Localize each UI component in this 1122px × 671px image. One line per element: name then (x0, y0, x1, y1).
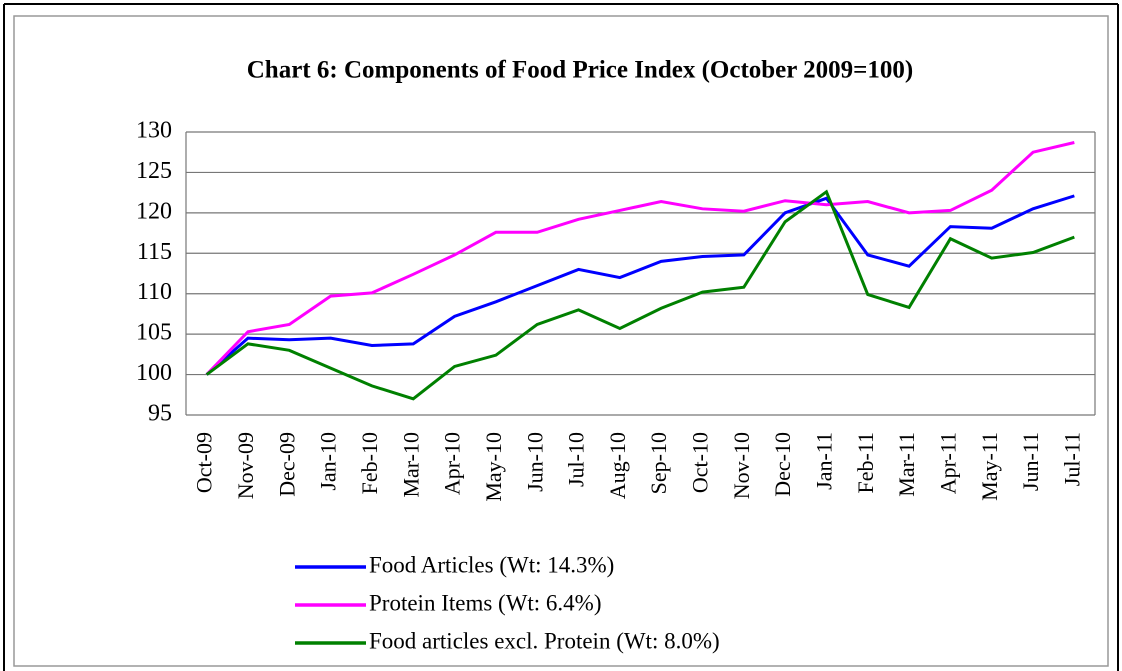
y-tick-label: 110 (137, 279, 172, 305)
x-tick-label: Dec-09 (274, 432, 299, 497)
x-tick-label: Oct-10 (688, 432, 713, 493)
y-tick-label: 115 (137, 239, 172, 265)
x-tick-label: Apr-10 (440, 432, 465, 495)
x-tick-label: Jul-11 (1059, 432, 1084, 486)
x-tick-label: Sep-10 (646, 432, 671, 494)
y-tick-label: 95 (148, 401, 172, 427)
series-line (205, 141, 1075, 376)
y-tick-label: 130 (136, 118, 172, 144)
x-tick-label: Jul-10 (564, 432, 589, 487)
x-tick-label: Dec-10 (770, 432, 795, 497)
x-tick-label: Oct-09 (192, 432, 217, 493)
x-tick-label: Jan-11 (811, 432, 836, 490)
x-tick-label: Nov-10 (729, 432, 754, 499)
x-tick-label: Apr-11 (935, 432, 960, 494)
series-line (205, 194, 1075, 376)
x-tick-label: Jun-10 (522, 432, 547, 492)
y-tick-label: 125 (136, 158, 172, 184)
x-tick-label: Feb-11 (853, 432, 878, 494)
y-tick-label: 100 (136, 360, 172, 386)
x-tick-label: May-11 (977, 432, 1002, 501)
x-tick-label: Jun-11 (1018, 432, 1043, 491)
y-tick-label: 105 (136, 320, 172, 346)
chart-title: Chart 6: Components of Food Price Index … (247, 57, 914, 84)
x-tick-label: Jan-10 (316, 432, 341, 491)
chart-border (13, 15, 1109, 667)
x-tick-label: Mar-11 (894, 432, 919, 497)
legend-label: Protein Items (Wt: 6.4%) (369, 590, 602, 615)
x-tick-label: Aug-10 (605, 432, 630, 499)
legend-label: Food Articles (Wt: 14.3%) (369, 552, 614, 577)
series-line (205, 189, 1075, 401)
x-tick-label: Feb-10 (357, 432, 382, 494)
y-tick-label: 120 (136, 198, 172, 224)
legend-label: Food articles excl. Protein (Wt: 8.0%) (369, 628, 720, 653)
x-tick-label: Mar-10 (398, 432, 423, 498)
x-tick-label: May-10 (481, 432, 506, 502)
x-tick-label: Nov-09 (233, 432, 258, 499)
